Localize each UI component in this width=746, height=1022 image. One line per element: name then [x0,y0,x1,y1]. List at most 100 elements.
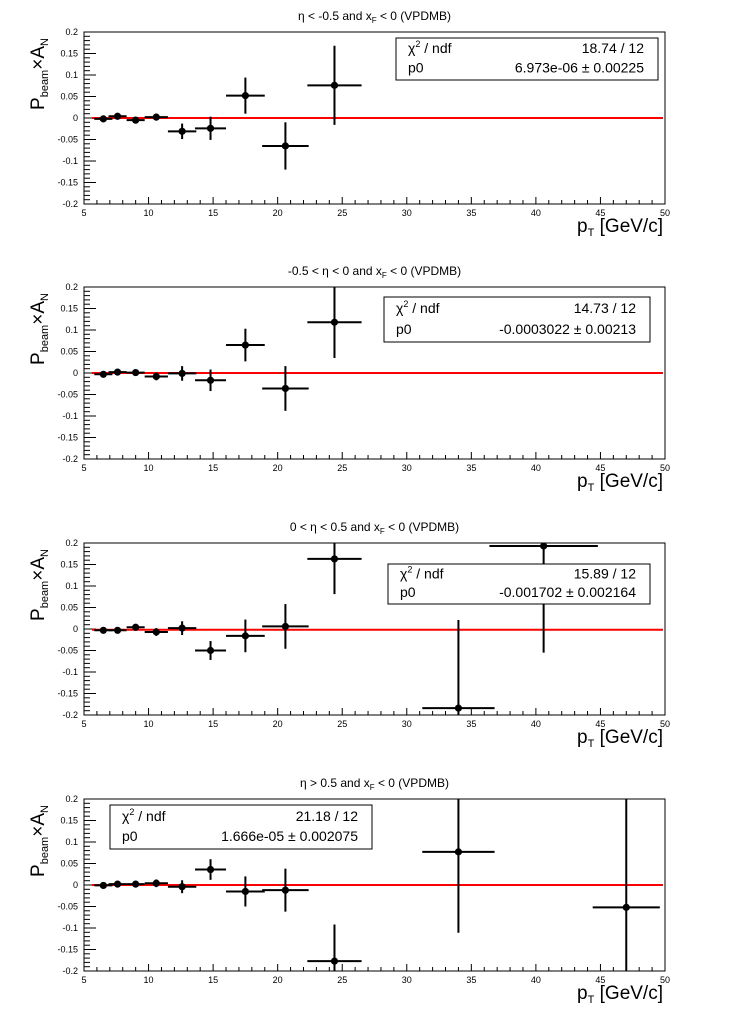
data-point [167,621,197,636]
data-marker [113,880,122,888]
stats-p0-value: -0.0003022 ± 0.00213 [499,321,636,337]
data-point [108,880,127,888]
y-tick-label: -0.1 [62,667,78,677]
y-tick-label: 0.15 [60,560,78,570]
stats-chi2-label: χ2 / ndf [400,564,444,581]
x-tick-label: 5 [81,463,86,473]
x-tick-label: 40 [531,208,541,218]
data-marker [281,384,290,393]
chart-title: η > 0.5 and xF < 0 (VPDMB) [300,776,449,792]
data-marker [113,368,122,376]
stats-p0-value: 1.666e-05 ± 0.002075 [221,828,358,844]
y-tick-label: -0.05 [57,390,78,400]
data-point [126,880,145,888]
x-tick-label: 45 [595,208,605,218]
data-series [94,287,362,411]
stats-box: χ2 / ndf 15.89 / 12 p0 -0.001702 ± 0.002164 [387,563,651,605]
x-tick-label: 50 [660,208,670,218]
data-point [195,641,227,660]
data-marker [281,142,290,150]
y-tick-label: 0.1 [65,325,78,335]
y-tick-label: -0.15 [57,945,78,955]
y-tick-label: 0.15 [60,304,78,314]
x-tick-label: 45 [595,463,605,473]
y-axis-ticks [84,31,96,205]
x-axis-ticks [83,964,666,971]
stats-p0-label: p0 [408,59,424,75]
data-point [226,77,265,114]
x-tick-label: 20 [273,975,283,985]
data-marker [241,887,249,896]
data-marker [206,124,215,132]
stats-chi2-value: 14.73 / 12 [574,300,636,316]
y-axis-title: Pbeam×AN [28,38,51,110]
data-series [94,45,362,170]
x-tick-label: 35 [466,463,476,473]
y-tick-label: 0 [73,880,78,890]
data-point [167,366,197,381]
x-tick-label: 25 [337,208,347,218]
data-point [262,122,309,170]
chart-panel-2: -0.5 < η < 0 and xF < 0 (VPDMB) 5 10 15 20 25… [28,264,670,494]
y-tick-label: 0 [73,368,78,378]
stats-p0-label: p0 [400,584,416,600]
data-point [226,328,265,362]
x-axis-title: pT [GeV/c] [577,471,663,494]
data-marker [99,115,107,123]
chart-title: η < -0.5 and xF < 0 (VPDMB) [298,9,451,25]
data-point [422,619,495,715]
x-tick-label: 10 [144,208,154,218]
y-axis-ticks [84,798,96,972]
chart-title: 0 < η < 0.5 and xF < 0 (VPDMB) [290,520,459,536]
y-tick-label: 0.05 [60,92,78,102]
data-marker [241,92,249,100]
data-point [94,370,113,378]
x-tick-label: 15 [208,208,218,218]
x-tick-label: 15 [208,463,218,473]
stats-chi2-label: χ2 / ndf [122,807,166,824]
data-marker [206,646,215,655]
stats-box: χ2 / ndf 18.74 / 12 p0 6.973e-06 ± 0.00225 [395,37,659,81]
x-tick-label: 30 [402,719,412,729]
data-point [489,543,598,653]
stats-box-frame [109,804,373,850]
x-tick-label: 25 [337,975,347,985]
data-point [144,113,168,121]
data-point [195,116,227,140]
y-tick-label: -0.2 [62,966,78,976]
data-marker [330,81,339,89]
stats-p0-label: p0 [396,321,412,337]
data-marker [622,903,630,911]
x-tick-label: 5 [81,719,86,729]
data-point [307,924,362,971]
data-point [195,859,227,880]
data-point [167,880,197,894]
data-marker [152,628,160,636]
data-marker [132,368,140,377]
x-tick-label: 25 [337,719,347,729]
data-point [195,369,227,392]
stats-p0-label: p0 [122,828,138,844]
data-marker [113,112,122,120]
data-point [422,799,495,933]
y-axis-title: Pbeam×AN [28,805,51,877]
x-axis-ticks [83,708,666,715]
y-tick-label: 0.15 [60,49,78,59]
y-axis-ticks [84,286,96,460]
data-series [94,543,598,715]
x-tick-label: 10 [144,463,154,473]
stats-box: χ2 / ndf 21.18 / 12 p0 1.666e-05 ± 0.002075 [109,804,373,850]
data-point [144,628,168,636]
data-marker [99,370,107,378]
y-tick-label: 0.1 [65,70,78,80]
x-tick-label: 20 [273,719,283,729]
x-tick-label: 35 [466,719,476,729]
y-tick-label: 0.1 [65,837,78,847]
stats-chi2-value: 21.18 / 12 [296,808,358,824]
data-point [307,287,362,358]
x-tick-label: 10 [144,719,154,729]
data-point [144,372,168,381]
data-marker [281,886,290,894]
data-marker [113,626,122,634]
data-point [226,619,265,653]
